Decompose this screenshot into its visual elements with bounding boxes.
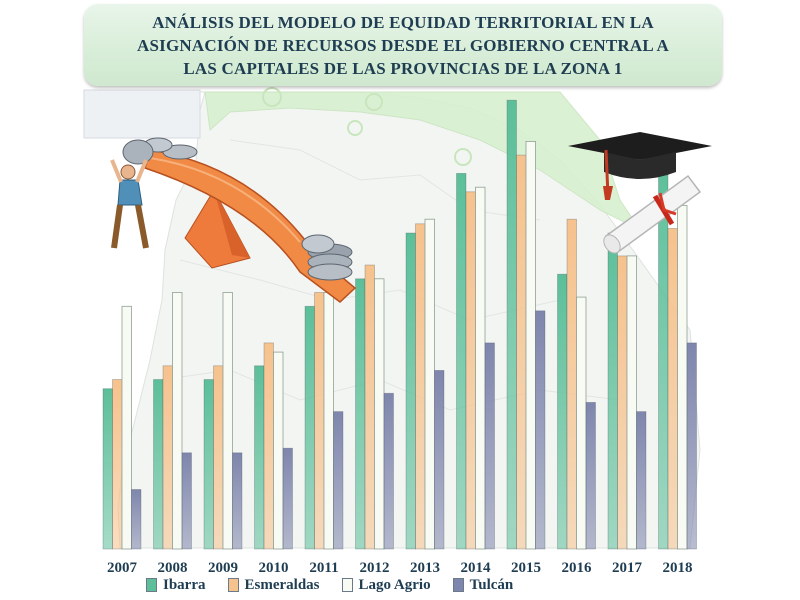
- bar-tulcan-2009: [232, 452, 243, 550]
- bar-lago-agrio-2015: [525, 140, 536, 550]
- x-axis-labels: 2007 2008 2009 2010 2011 2012 2013 2014 2015 2016…: [107, 560, 693, 576]
- title-banner: ANÁLISIS DEL MODELO DE EQUIDAD TERRITORI…: [84, 4, 722, 86]
- bar-tulcan-2018: [686, 342, 697, 550]
- bar-lago-agrio-2013: [424, 218, 435, 550]
- title-line-2: ASIGNACIÓN DE RECURSOS DESDE EL GOBIERNO…: [137, 35, 669, 55]
- legend-label-tulcan: Tulcán: [469, 576, 514, 593]
- x-tick-label-2013: 2013: [410, 560, 440, 576]
- bar-tulcan-2007: [131, 489, 142, 550]
- bar-ibarra-2017: [607, 232, 618, 550]
- bar-lago-agrio-2014: [475, 186, 486, 550]
- bar-esmeraldas-2018: [667, 227, 678, 550]
- bar-esmeraldas-2016: [566, 218, 577, 550]
- bar-ibarra-2018: [658, 163, 669, 550]
- bar-tulcan-2017: [636, 411, 647, 550]
- bar-lago-agrio-2017: [626, 255, 637, 550]
- title-line-1: ANÁLISIS DEL MODELO DE EQUIDAD TERRITORI…: [152, 12, 654, 32]
- bar-lago-agrio-2009: [222, 292, 233, 550]
- bar-ibarra-2012: [355, 278, 366, 550]
- bar-tulcan-2013: [434, 369, 445, 550]
- title-line-3: LAS CAPITALES DE LAS PROVINCIAS DE LA ZO…: [183, 58, 623, 78]
- bar-ibarra-2014: [456, 172, 467, 550]
- x-tick-label-2009: 2009: [208, 560, 238, 576]
- bar-tulcan-2016: [585, 401, 596, 550]
- bar-tulcan-2014: [484, 342, 495, 550]
- bar-lago-agrio-2010: [273, 351, 284, 550]
- bar-ibarra-2010: [254, 365, 265, 550]
- x-tick-label-2007: 2007: [107, 560, 138, 576]
- bar-tulcan-2010: [282, 447, 293, 550]
- legend-label-ibarra: Ibarra: [163, 576, 206, 593]
- bar-ibarra-2009: [203, 379, 214, 550]
- legend: Ibarra Esmeraldas Lago Agrio Tulcán: [146, 574, 535, 596]
- bar-esmeraldas-2017: [617, 255, 628, 550]
- legend-item-esmeraldas: Esmeraldas: [227, 576, 320, 594]
- bar-ibarra-2007: [102, 388, 113, 550]
- bar-lago-agrio-2016: [576, 296, 587, 550]
- x-tick-label-2018: 2018: [663, 560, 693, 576]
- x-tick-label-2016: 2016: [562, 560, 593, 576]
- x-tick-label-2012: 2012: [360, 560, 390, 576]
- bar-esmeraldas-2010: [263, 342, 274, 550]
- bar-lago-agrio-2008: [172, 292, 183, 550]
- x-tick-label-2015: 2015: [511, 560, 541, 576]
- bar-esmeraldas-2014: [465, 191, 476, 550]
- legend-item-lago-agrio: Lago Agrio: [341, 576, 431, 594]
- legend-swatch-lago-agrio: [341, 578, 353, 592]
- bar-ibarra-2011: [304, 305, 315, 550]
- legend-item-ibarra: Ibarra: [146, 577, 206, 594]
- bar-esmeraldas-2007: [112, 379, 123, 550]
- bar-tulcan-2011: [333, 411, 344, 550]
- legend-label-lago-agrio: Lago Agrio: [358, 576, 431, 593]
- legend-label-esmeraldas: Esmeraldas: [244, 576, 320, 593]
- bars-layer: [102, 99, 697, 550]
- bar-esmeraldas-2015: [516, 154, 527, 550]
- bar-ibarra-2015: [506, 99, 517, 550]
- legend-item-tulcan: Tulcán: [452, 576, 514, 594]
- legend-swatch-ibarra: [146, 578, 157, 592]
- bar-lago-agrio-2007: [121, 305, 132, 550]
- bar-tulcan-2012: [383, 392, 394, 550]
- bar-esmeraldas-2013: [415, 223, 426, 550]
- bar-esmeraldas-2008: [162, 365, 173, 550]
- x-tick-label-2010: 2010: [259, 560, 289, 576]
- bar-ibarra-2013: [405, 232, 416, 550]
- bar-esmeraldas-2012: [364, 264, 375, 550]
- x-tick-label-2017: 2017: [612, 560, 643, 576]
- bar-esmeraldas-2009: [213, 365, 224, 550]
- x-tick-label-2011: 2011: [309, 560, 338, 576]
- legend-swatch-tulcan: [452, 578, 464, 592]
- bar-lago-agrio-2018: [677, 205, 688, 550]
- bar-ibarra-2008: [153, 379, 164, 550]
- bar-tulcan-2015: [535, 310, 546, 550]
- x-tick-label-2008: 2008: [158, 560, 188, 576]
- bar-lago-agrio-2011: [323, 292, 334, 550]
- x-tick-label-2014: 2014: [461, 560, 492, 576]
- legend-swatch-esmeraldas: [227, 578, 239, 592]
- bar-esmeraldas-2011: [314, 292, 325, 550]
- bar-ibarra-2016: [557, 273, 568, 550]
- bar-tulcan-2008: [181, 452, 192, 550]
- bar-lago-agrio-2012: [374, 278, 385, 550]
